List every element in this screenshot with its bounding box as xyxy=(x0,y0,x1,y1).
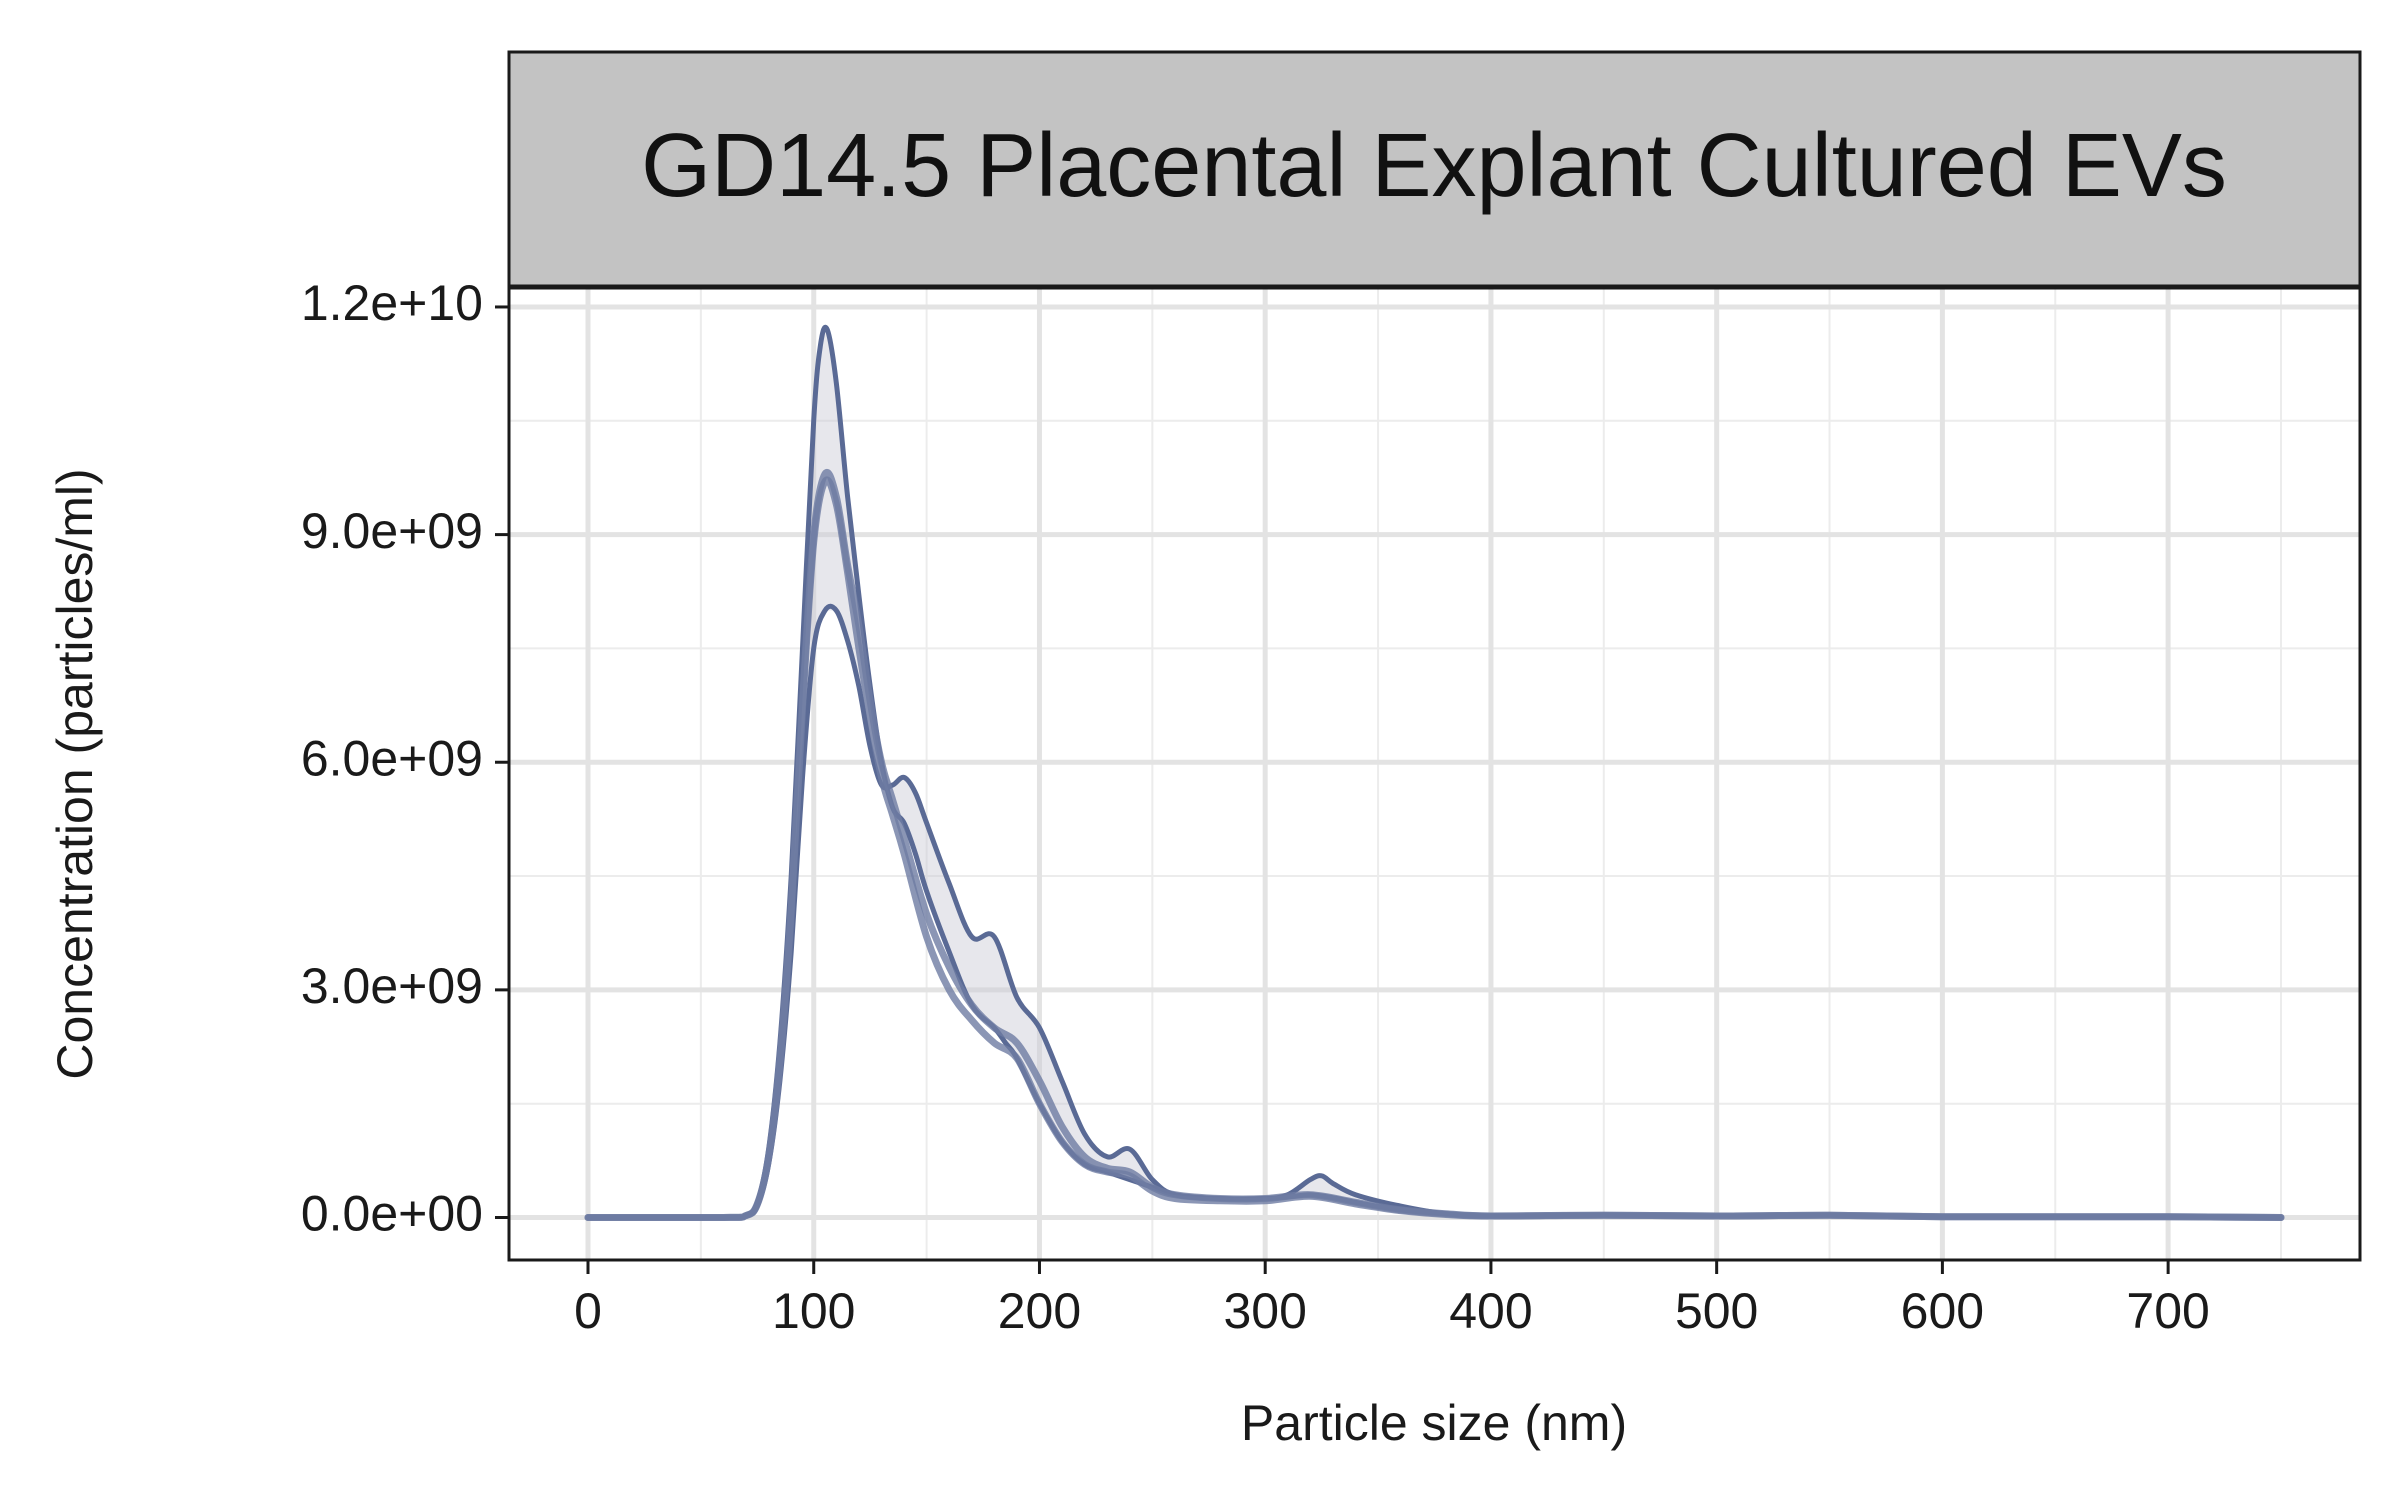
x-tick-label: 700 xyxy=(2126,1283,2209,1339)
series-line-4 xyxy=(584,476,2285,1222)
x-axis: 0 100 200 300 400 500 600 700 xyxy=(574,1260,2210,1339)
x-tick-label: 0 xyxy=(574,1283,602,1339)
y-tick-label: 1.2e+10 xyxy=(301,275,483,331)
x-tick-label: 200 xyxy=(998,1283,1081,1339)
series-ribbon xyxy=(588,329,2281,1218)
series-line-2 xyxy=(585,603,2284,1221)
grid-minor xyxy=(509,288,2360,1260)
y-tick-label: 3.0e+09 xyxy=(301,958,483,1014)
y-tick-label: 6.0e+09 xyxy=(301,730,483,786)
y-tick-label: 0.0e+00 xyxy=(301,1186,483,1242)
y-tick-label: 9.0e+09 xyxy=(301,503,483,559)
x-tick-label: 300 xyxy=(1223,1283,1306,1339)
x-tick-label: 400 xyxy=(1449,1283,1532,1339)
y-axis: 0.0e+00 3.0e+09 6.0e+09 9.0e+09 1.2e+10 xyxy=(301,275,509,1242)
strip-background xyxy=(507,50,2362,288)
grid-major xyxy=(509,288,2360,1260)
series-line-1 xyxy=(585,324,2284,1221)
y-axis-title: Concentration (particles/ml) xyxy=(47,468,103,1079)
x-tick-label: 100 xyxy=(772,1283,855,1339)
chart-title: GD14.5 Placental Explant Cultured EVs xyxy=(641,116,2227,216)
plot-border xyxy=(507,286,2362,1262)
x-tick-label: 500 xyxy=(1675,1283,1758,1339)
x-tick-label: 600 xyxy=(1901,1283,1984,1339)
series-layer xyxy=(584,324,2285,1222)
x-axis-title: Particle size (nm) xyxy=(1241,1395,1627,1451)
